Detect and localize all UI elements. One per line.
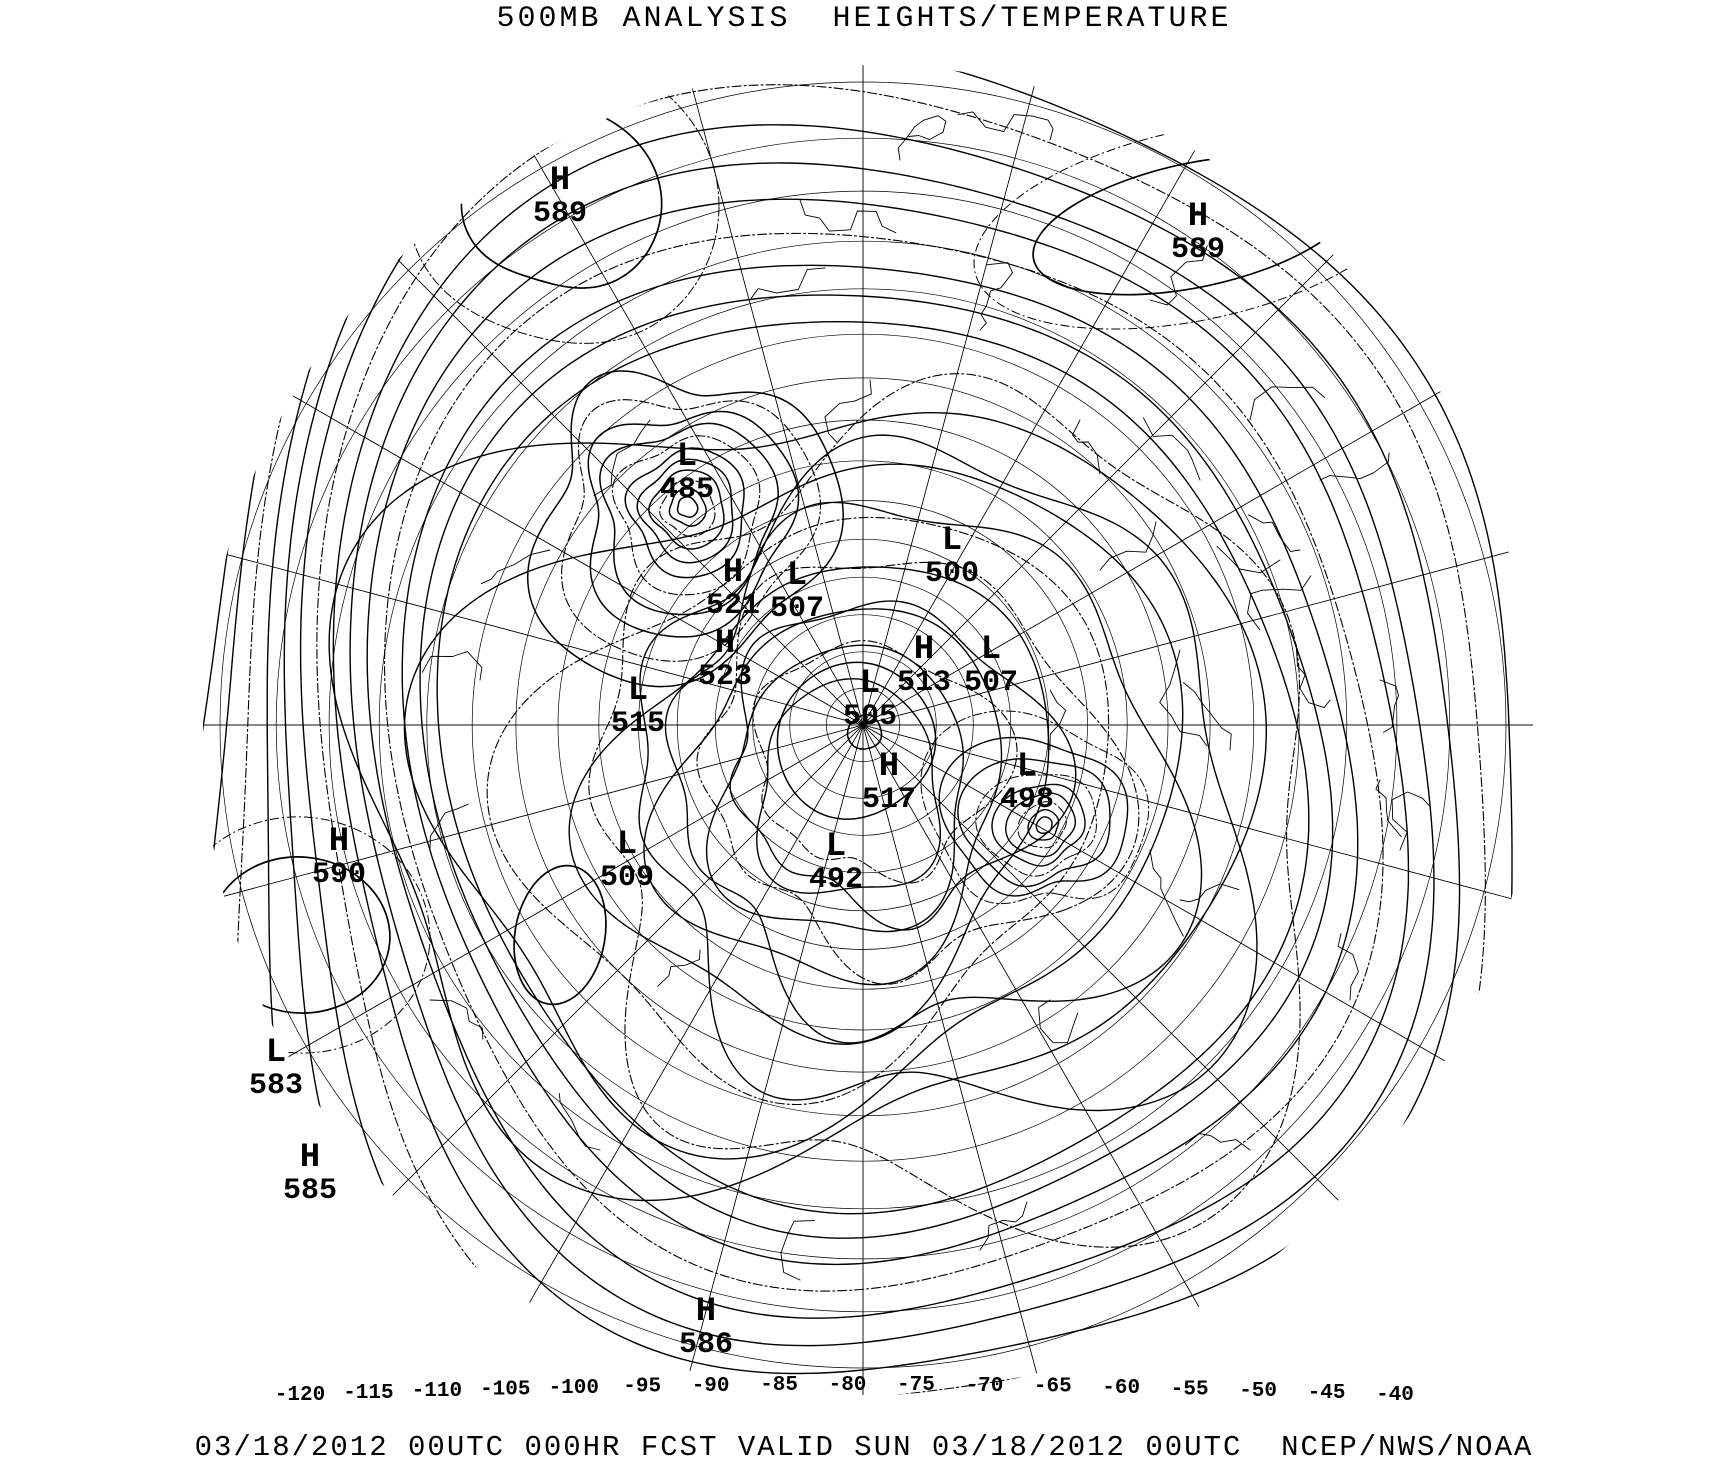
svg-text:-85: -85 (760, 1374, 798, 1397)
svg-text:-80: -80 (829, 1374, 867, 1397)
svg-text:500: 500 (925, 557, 979, 591)
svg-text:H: H (1188, 198, 1208, 236)
svg-text:L: L (617, 826, 637, 864)
svg-text:509: 509 (600, 861, 654, 895)
svg-text:L: L (860, 665, 880, 703)
svg-text:L: L (628, 672, 648, 710)
svg-text:L: L (266, 1034, 286, 1072)
svg-text:-50: -50 (1239, 1380, 1277, 1403)
svg-text:L: L (787, 557, 807, 595)
svg-text:H: H (696, 1293, 716, 1331)
svg-text:-55: -55 (1171, 1378, 1209, 1401)
svg-text:586: 586 (679, 1328, 733, 1362)
svg-text:507: 507 (770, 592, 824, 626)
svg-text:583: 583 (249, 1069, 303, 1103)
svg-text:498: 498 (1000, 783, 1054, 817)
svg-text:590: 590 (312, 858, 366, 892)
svg-text:585: 585 (283, 1174, 337, 1208)
svg-text:521: 521 (706, 589, 760, 623)
svg-text:L: L (677, 438, 697, 476)
svg-text:L: L (826, 828, 846, 866)
svg-text:485: 485 (660, 473, 714, 507)
svg-text:H: H (329, 823, 349, 861)
svg-text:-95: -95 (623, 1376, 661, 1399)
svg-text:517: 517 (862, 783, 916, 817)
svg-text:H: H (550, 162, 570, 200)
svg-text:523: 523 (698, 660, 752, 694)
svg-text:H: H (723, 554, 743, 592)
svg-text:H: H (715, 625, 735, 663)
svg-text:589: 589 (533, 197, 587, 231)
svg-text:-105: -105 (480, 1378, 530, 1401)
svg-text:-110: -110 (412, 1380, 462, 1403)
svg-text:-60: -60 (1102, 1377, 1140, 1400)
svg-text:H: H (300, 1139, 320, 1177)
svg-text:L: L (942, 522, 962, 560)
svg-text:-115: -115 (343, 1382, 393, 1405)
svg-text:-45: -45 (1308, 1382, 1346, 1405)
svg-text:492: 492 (809, 863, 863, 897)
svg-text:-90: -90 (692, 1375, 730, 1398)
svg-text:L: L (1017, 748, 1037, 786)
svg-text:-40: -40 (1376, 1384, 1414, 1407)
svg-text:L: L (981, 631, 1001, 669)
svg-text:H: H (879, 748, 899, 786)
svg-text:505: 505 (843, 700, 897, 734)
svg-text:507: 507 (964, 666, 1018, 700)
svg-text:-65: -65 (1034, 1376, 1072, 1399)
svg-text:513: 513 (897, 666, 951, 700)
svg-text:589: 589 (1171, 233, 1225, 267)
svg-text:H: H (914, 631, 934, 669)
svg-text:-75: -75 (897, 1374, 935, 1397)
svg-text:-100: -100 (549, 1377, 599, 1400)
svg-text:-120: -120 (275, 1384, 325, 1407)
svg-text:-70: -70 (965, 1375, 1003, 1398)
svg-text:515: 515 (611, 707, 665, 741)
